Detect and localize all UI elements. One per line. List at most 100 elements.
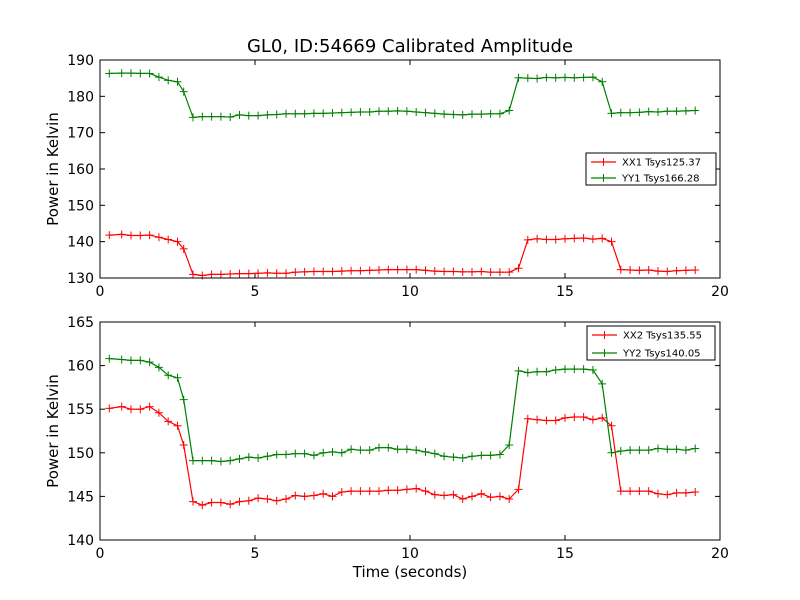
data-point: [105, 231, 114, 240]
data-point: [681, 488, 690, 497]
data-point: [347, 108, 356, 117]
data-point: [291, 268, 300, 277]
data-point: [681, 266, 690, 275]
axes-frame: [99, 59, 721, 279]
data-point: [468, 452, 476, 461]
data-point: [514, 264, 523, 273]
data-point: [154, 363, 163, 372]
legend-label: XX2 Tsys135.55: [623, 331, 702, 342]
data-point: [477, 267, 486, 276]
data-point: [542, 73, 551, 82]
data-point: [477, 489, 486, 498]
data-point: [263, 110, 272, 119]
data-point: [449, 490, 458, 499]
data-point: [272, 269, 281, 278]
data-point: [105, 69, 114, 78]
data-point: [449, 453, 458, 462]
data-point: [207, 270, 216, 279]
data-point: [272, 110, 281, 119]
data-point: [127, 405, 135, 414]
data-point: [189, 497, 197, 506]
data-point: [291, 449, 300, 458]
data-point: [173, 237, 182, 246]
data-point: [356, 446, 365, 455]
x-tick-label: 5: [251, 546, 260, 562]
data-point: [477, 110, 486, 119]
data-point: [154, 408, 163, 417]
data-point: [244, 111, 253, 120]
data-point: [347, 266, 356, 275]
data-point: [309, 267, 318, 276]
data-point: [402, 265, 411, 274]
y-tick-label: 165: [67, 315, 94, 331]
data-point: [514, 73, 523, 82]
data-point: [347, 487, 356, 496]
data-point: [607, 421, 616, 430]
bottom-axes: 0 5 10 15 20 140 145 150 155 160 165 Power in Kelvi…: [44, 315, 729, 581]
data-point: [291, 109, 300, 118]
data-point: [654, 107, 662, 116]
y-tick-label: 140: [67, 235, 94, 251]
data-point: [356, 107, 365, 116]
data-point: [542, 367, 551, 376]
top-axes: 0 5 10 15 20 130 140 150 160 170 180 190 Power in Ke…: [44, 53, 729, 300]
data-point: [440, 110, 449, 119]
data-point: [588, 73, 597, 82]
data-point: [216, 270, 225, 279]
data-point: [402, 445, 411, 454]
data-point: [235, 110, 244, 119]
chart-title: GL0, ID:54669 Calibrated Amplitude: [247, 36, 573, 57]
data-point: [533, 415, 542, 424]
data-point: [179, 87, 188, 96]
data-point: [607, 109, 616, 118]
data-point: [514, 366, 523, 375]
data-point: [300, 267, 309, 276]
data-point: [291, 491, 300, 500]
data-point: [607, 448, 616, 457]
data-point: [145, 402, 154, 411]
data-point: [486, 268, 495, 277]
data-point: [216, 112, 225, 121]
data-point: [309, 109, 318, 118]
data-point: [164, 76, 173, 85]
data-point: [300, 492, 309, 501]
x-axis-label: Time (seconds): [352, 563, 468, 581]
data-point: [663, 267, 672, 276]
data-point: [207, 456, 216, 465]
data-point: [300, 449, 309, 458]
x-tick-label: 15: [556, 546, 574, 562]
x-tick-label: 0: [96, 284, 105, 300]
data-point: [523, 74, 532, 83]
x-tick-label: 15: [556, 284, 574, 300]
data-point: [663, 107, 672, 116]
y-tick-label: 150: [67, 198, 94, 214]
data-point: [282, 269, 290, 278]
data-point: [365, 446, 374, 455]
data-point: [421, 108, 430, 117]
data-point: [616, 265, 625, 274]
data-point: [533, 367, 542, 376]
data-point: [173, 77, 182, 86]
data-point: [300, 109, 309, 118]
data-point: [117, 355, 126, 364]
data-point: [328, 447, 337, 456]
data-point: [127, 231, 135, 240]
data-point: [244, 453, 253, 462]
legend-box: [586, 325, 716, 361]
data-point: [198, 501, 207, 510]
x-tick-label: 20: [711, 546, 729, 562]
data-point: [319, 267, 328, 276]
data-point: [449, 267, 458, 276]
legend-marker: [600, 331, 609, 339]
data-point: [173, 421, 182, 430]
data-point: [263, 452, 272, 461]
data-point: [672, 445, 681, 454]
data-point: [337, 488, 346, 497]
data-point: [570, 413, 579, 422]
data-point: [235, 269, 244, 278]
data-point: [136, 356, 145, 365]
data-point: [384, 265, 393, 274]
data-point: [412, 107, 421, 116]
data-point: [337, 108, 346, 117]
data-point: [365, 107, 374, 116]
